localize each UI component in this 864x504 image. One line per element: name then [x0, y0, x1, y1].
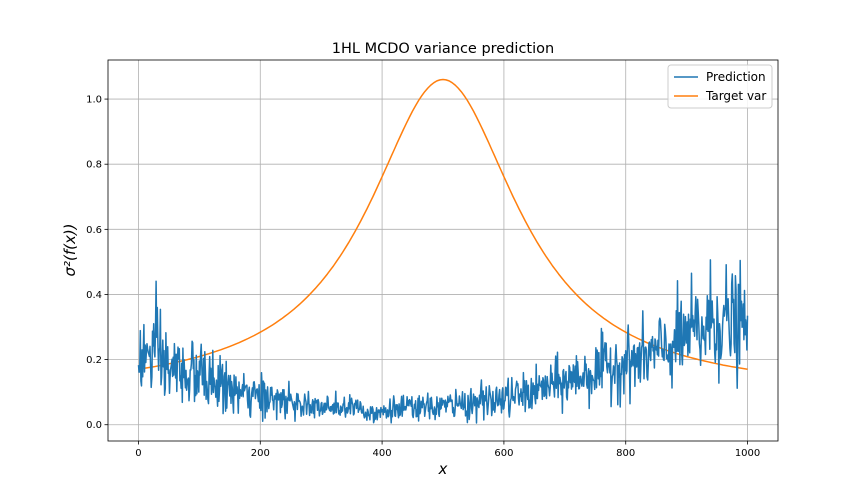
series-layer [137, 78, 749, 424]
y-axis-label: σ²(f(x)) [61, 223, 79, 276]
y-tick-label: 0.0 [86, 420, 102, 431]
legend-box [667, 64, 773, 109]
x-axis-label: x [438, 460, 448, 478]
x-tick-label: 200 [251, 448, 270, 459]
y-tick-label: 0.4 [86, 290, 102, 301]
legend-label-prediction: Prediction [706, 70, 766, 84]
legend: Prediction Target var [667, 64, 773, 109]
y-tick-label: 0.2 [86, 355, 102, 366]
x-tick-label: 1000 [735, 448, 760, 459]
series-line-target-var [138, 78, 748, 371]
x-tick-label: 600 [494, 448, 513, 459]
y-tick-label: 0.6 [86, 225, 102, 236]
x-tick-label: 0 [135, 448, 141, 459]
y-tick-label: 1.0 [86, 95, 102, 106]
plot-area-frame [107, 59, 779, 442]
x-tick-label: 800 [616, 448, 635, 459]
legend-label-target-var: Target var [705, 89, 766, 103]
series-line-prediction [137, 259, 749, 424]
axis-ticks: 0 200 400 600 800 1000 0.0 0.2 0.4 0.6 0.8 1.0 [86, 95, 760, 459]
y-tick-label: 0.8 [86, 160, 102, 171]
chart-title: 1HL MCDO variance prediction [332, 41, 554, 57]
x-tick-label: 400 [373, 448, 392, 459]
